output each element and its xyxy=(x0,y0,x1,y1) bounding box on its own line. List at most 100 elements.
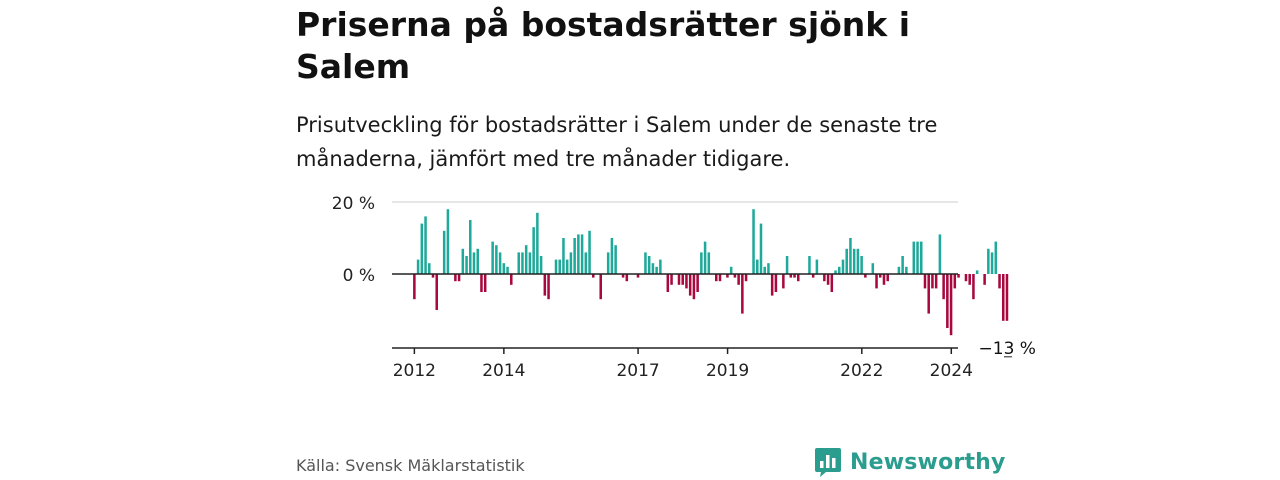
bar xyxy=(681,274,684,285)
bar xyxy=(823,274,826,282)
bar xyxy=(912,241,916,274)
bar xyxy=(580,234,584,274)
bar xyxy=(998,274,1001,289)
bar xyxy=(759,223,763,274)
bar xyxy=(528,252,532,274)
bar xyxy=(707,252,711,274)
bar xyxy=(457,274,461,282)
bar xyxy=(886,274,889,282)
bar xyxy=(718,274,722,282)
bar xyxy=(737,274,740,285)
bar xyxy=(987,248,990,274)
bar xyxy=(882,274,886,285)
bar xyxy=(510,274,513,285)
bar xyxy=(741,274,744,314)
bar xyxy=(785,256,789,274)
bar xyxy=(498,252,502,274)
bar xyxy=(905,266,908,274)
bar xyxy=(834,270,837,274)
bar xyxy=(442,230,446,274)
x-tick-label: 2022 xyxy=(840,361,883,381)
bar xyxy=(931,274,934,289)
bar xyxy=(878,274,882,278)
bar xyxy=(543,274,547,296)
bar xyxy=(763,266,766,274)
x-tick-label: 2019 xyxy=(706,361,749,381)
bar xyxy=(476,248,479,274)
x-tick-label: 2014 xyxy=(482,361,525,381)
bar xyxy=(692,274,696,300)
bar xyxy=(756,259,759,274)
bar xyxy=(696,274,699,292)
bar xyxy=(852,248,856,274)
bar xyxy=(532,227,535,274)
bar xyxy=(849,238,852,274)
bar xyxy=(715,274,718,282)
bar xyxy=(461,248,465,274)
bar xyxy=(621,274,625,278)
bar xyxy=(964,274,968,282)
bar xyxy=(569,252,573,274)
bar xyxy=(811,274,815,278)
bar xyxy=(554,259,558,274)
bar xyxy=(942,274,945,300)
bar xyxy=(592,274,595,278)
bar xyxy=(416,259,420,274)
brand-logo: Newsworthy xyxy=(814,446,1006,478)
bar xyxy=(506,266,509,274)
bar xyxy=(744,274,748,282)
bar xyxy=(606,252,610,274)
bar xyxy=(446,209,450,274)
bar xyxy=(610,238,614,274)
bar xyxy=(647,256,651,274)
bar xyxy=(808,256,811,274)
bar xyxy=(774,274,778,292)
bar xyxy=(524,245,528,274)
x-tick-label: 2024 xyxy=(930,361,973,381)
bar xyxy=(871,263,875,274)
bar xyxy=(752,209,755,274)
bar xyxy=(1001,274,1005,321)
bar xyxy=(480,274,483,292)
bar xyxy=(770,274,774,296)
bar xyxy=(938,234,942,274)
bar xyxy=(856,248,860,274)
bar xyxy=(767,263,770,274)
bar xyxy=(841,259,845,274)
bar xyxy=(782,274,785,289)
bar xyxy=(729,266,733,274)
bar xyxy=(558,259,561,274)
bar xyxy=(897,266,901,274)
bar xyxy=(573,238,576,274)
bar xyxy=(875,274,878,289)
brand-name: Newsworthy xyxy=(850,449,1006,475)
chart-title: Priserna på bostadsrätter sjönk i Salem xyxy=(296,5,911,86)
bar-chart: 20 % 0 % 2012 2014 2017 2019 2022 2024 −13 % xyxy=(332,194,1036,381)
x-tick-label: 2012 xyxy=(393,361,436,381)
bar xyxy=(927,274,930,314)
bar xyxy=(565,259,569,274)
bar xyxy=(837,266,841,274)
bar xyxy=(495,245,498,274)
bar xyxy=(946,274,949,328)
bar xyxy=(700,252,703,274)
bar xyxy=(726,274,729,278)
bar xyxy=(733,274,737,278)
bar xyxy=(614,245,617,274)
bar xyxy=(901,256,904,274)
bar xyxy=(562,238,565,274)
bar xyxy=(789,274,793,278)
bar xyxy=(975,270,979,274)
bar xyxy=(491,241,494,274)
bar xyxy=(972,274,975,300)
newsworthy-logo-icon xyxy=(815,448,841,477)
bar xyxy=(845,248,848,274)
bar xyxy=(864,274,867,278)
bar xyxy=(502,263,506,274)
bar xyxy=(953,274,957,289)
y-tick-label: 20 % xyxy=(332,194,375,214)
bar xyxy=(670,274,673,285)
bar xyxy=(517,252,520,274)
bar xyxy=(677,274,681,285)
bar xyxy=(815,259,819,274)
